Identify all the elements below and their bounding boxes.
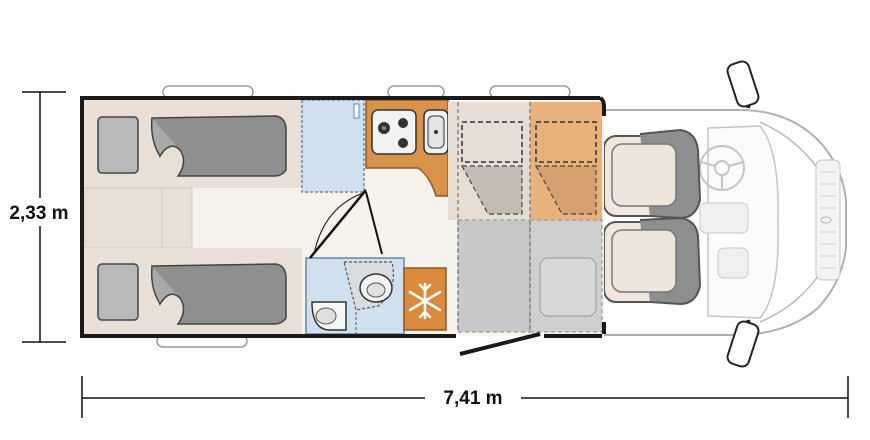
- cab-seat-passenger: [603, 216, 702, 306]
- passenger-seat-pad: [611, 229, 677, 293]
- snowflake-icon: [408, 282, 442, 320]
- side-mirrors: [726, 60, 760, 368]
- dinette-seat-cushion-left: [461, 121, 523, 163]
- washroom-door-swing: [313, 191, 367, 255]
- grille-lines: [820, 171, 836, 269]
- passenger-footwell: [717, 247, 749, 279]
- dinette-seat-cushion-right: [535, 121, 597, 163]
- wall-front-corner-top: [598, 96, 606, 116]
- dinette-backrest-right: [534, 165, 597, 215]
- pillow-left: [97, 116, 139, 174]
- blanket-right-fold: [150, 265, 181, 306]
- washroom-door-panel: [365, 191, 383, 255]
- dinette-table: [539, 257, 597, 317]
- width-label: 2,33 m: [9, 203, 68, 224]
- kitchen: [365, 99, 449, 197]
- mirror-left: [726, 60, 760, 108]
- mirror-right: [726, 320, 760, 368]
- bed-step: [83, 187, 193, 249]
- brand-badge: [820, 216, 832, 224]
- front-grille: [815, 159, 841, 281]
- wardrobe-handle: [353, 103, 360, 119]
- hob-icon: [371, 109, 417, 155]
- wash-basin-icon: [359, 273, 393, 303]
- length-label: 7,41 m: [443, 388, 502, 409]
- washroom: [305, 189, 405, 335]
- blanket-left-fold: [150, 117, 181, 158]
- center-console: [699, 202, 749, 234]
- dinette-backrest-left: [460, 165, 523, 215]
- length-label-bg: [425, 384, 521, 412]
- steering-wheel-icon: [699, 145, 745, 191]
- washroom-door: [309, 189, 367, 259]
- cab-seat-driver: [603, 128, 702, 220]
- outer-walls: [80, 96, 606, 338]
- driver-seat-pad: [611, 143, 677, 207]
- entry-door: [459, 332, 541, 356]
- dinette: [448, 102, 603, 333]
- pillow-right: [97, 263, 139, 321]
- width-label-bg: [0, 198, 78, 226]
- dinette-bed-extension-left: [457, 219, 531, 333]
- toilet-icon: [311, 301, 347, 331]
- entry-door-leaf: [459, 332, 541, 356]
- fridge: [403, 267, 447, 331]
- sink-icon: [423, 109, 449, 155]
- rear-beds: [83, 100, 302, 334]
